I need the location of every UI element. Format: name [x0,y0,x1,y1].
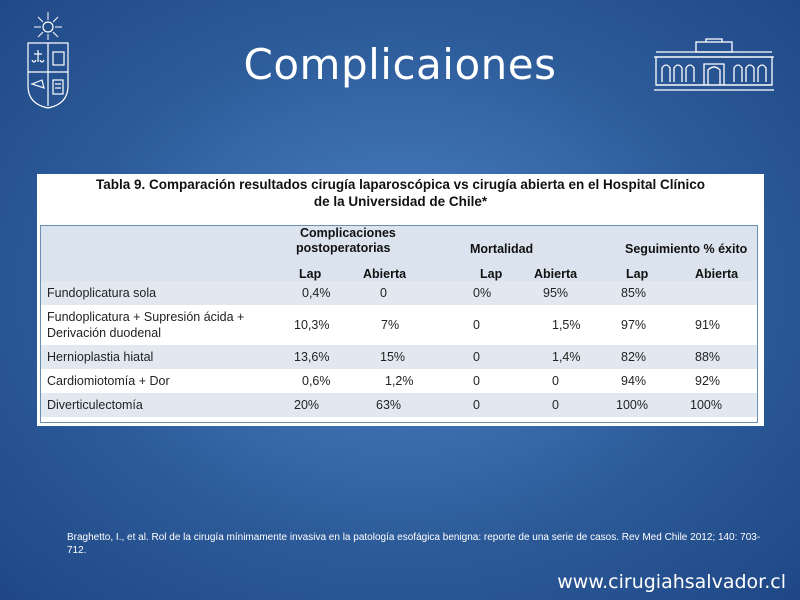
subheader-lap: Lap [460,257,524,281]
complicaciones-lap-cell: 10,3% [286,305,350,345]
citation-text: Braghetto, I., et al. Rol de la cirugía … [67,532,761,556]
procedure-subheader-cell [41,257,286,281]
hospital-building-icon [654,38,774,91]
mortalidad-abierta-cell: 1,5% [524,305,607,345]
complicaciones-abierta-cell: 1,2% [350,369,460,393]
slide-title: Complicaiones [243,40,557,89]
table-row: Fundoplicatura sola 0,4% 0 0% 95% 85% [41,281,757,305]
complicaciones-lap-cell: 0,6% [286,369,350,393]
seguimiento-abierta-cell: 92% [668,369,757,393]
procedure-header-cell [41,226,286,257]
subheader-abierta: Abierta [350,257,460,281]
procedure-cell: Fundoplicatura sola [41,281,286,305]
complicaciones-lap-cell: 20% [286,393,350,417]
results-table-panel: Tabla 9. Comparación resultados cirugía … [37,174,764,426]
table-frame: Complicaciones postoperatorias Mortalida… [40,225,758,423]
procedure-cell: Fundoplicatura + Supresión ácida + Deriv… [41,305,286,345]
complicaciones-abierta-cell: 7% [350,305,460,345]
subheader-abierta: Abierta [668,257,757,281]
procedure-cell: Cardiomiotomía + Dor [41,369,286,393]
table-row: Diverticulectomía 20% 63% 0 0 100% 100% [41,393,757,417]
seguimiento-lap-cell: 97% [606,305,669,345]
seguimiento-lap-cell: 82% [606,345,669,369]
seguimiento-abierta-cell: 100% [668,393,757,417]
mortalidad-lap-cell: 0 [460,305,524,345]
seguimiento-lap-cell: 94% [606,369,669,393]
website-url: www.cirugiahsalvador.cl [557,571,786,593]
mortalidad-group-header: Mortalidad [460,226,607,257]
mortalidad-abierta-cell: 0 [524,393,607,417]
complicaciones-header-line2: postoperatorias [296,241,391,255]
results-table: Complicaciones postoperatorias Mortalida… [41,226,757,417]
mortalidad-abierta-cell: 95% [524,281,607,305]
mortalidad-abierta-cell: 1,4% [524,345,607,369]
complicaciones-abierta-cell: 63% [350,393,460,417]
table-caption: Tabla 9. Comparación resultados cirugía … [37,174,764,218]
table-row: Fundoplicatura + Supresión ácida + Deriv… [41,305,757,345]
seguimiento-abierta-cell: 91% [668,305,757,345]
mortalidad-lap-cell: 0% [460,281,524,305]
complicaciones-header-line1: Complicaciones [300,226,396,240]
procedure-cell: Diverticulectomía [41,393,286,417]
table-caption-line2: de la Universidad de Chile* [313,194,488,209]
subheader-lap: Lap [606,257,669,281]
complicaciones-lap-cell: 13,6% [286,345,350,369]
table-row: Hernioplastia hiatal 13,6% 15% 0 1,4% 82… [41,345,757,369]
complicaciones-abierta-cell: 15% [350,345,460,369]
complicaciones-abierta-cell: 0 [350,281,460,305]
table-subheader-row: Lap Abierta Lap Abierta Lap Abierta [41,257,757,281]
mortalidad-lap-cell: 0 [460,369,524,393]
table-row: Cardiomiotomía + Dor 0,6% 1,2% 0 0 94% 9… [41,369,757,393]
procedure-line1: Fundoplicatura + Supresión ácida + [47,310,245,324]
seguimiento-abierta-cell [668,281,757,305]
seguimiento-abierta-cell: 88% [668,345,757,369]
procedure-cell: Hernioplastia hiatal [41,345,286,369]
complicaciones-group-header: Complicaciones postoperatorias [286,226,460,257]
mortalidad-abierta-cell: 0 [524,369,607,393]
seguimiento-lap-cell: 100% [606,393,669,417]
table-caption-line1: Tabla 9. Comparación resultados cirugía … [96,177,705,192]
seguimiento-lap-cell: 85% [606,281,669,305]
mortalidad-lap-cell: 0 [460,393,524,417]
subheader-abierta: Abierta [524,257,607,281]
table-group-header-row: Complicaciones postoperatorias Mortalida… [41,226,757,257]
procedure-line2: Derivación duodenal [47,326,161,340]
mortalidad-lap-cell: 0 [460,345,524,369]
subheader-lap: Lap [286,257,350,281]
complicaciones-lap-cell: 0,4% [286,281,350,305]
seguimiento-group-header: Seguimiento % éxito [606,226,757,257]
university-crest-icon [27,12,69,109]
